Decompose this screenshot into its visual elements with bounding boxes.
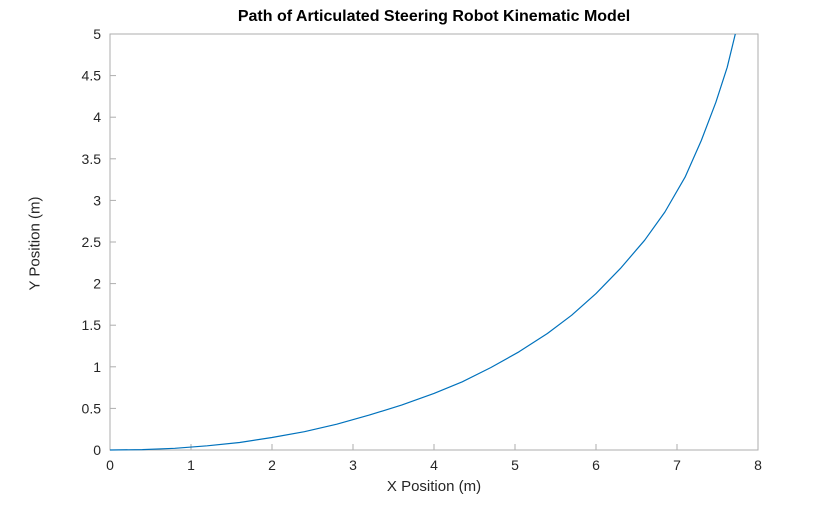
x-tick-label: 4 (430, 457, 438, 473)
chart-title: Path of Articulated Steering Robot Kinem… (237, 8, 631, 25)
x-tick-label: 6 (592, 457, 600, 473)
y-tick-label: 5 (93, 26, 101, 42)
x-axis-label: X Position (m) (386, 478, 482, 495)
y-tick-label: 3.5 (82, 151, 102, 167)
x-tick-label: 5 (511, 457, 519, 473)
axes-box (109, 33, 759, 451)
y-tick-label: 1 (93, 359, 101, 375)
y-tick-label: 1.5 (82, 317, 102, 333)
y-tick-label: 2 (93, 276, 101, 292)
path-line (109, 33, 736, 451)
y-tick-label: 4.5 (82, 68, 102, 84)
x-tick-label: 2 (268, 457, 276, 473)
y-tick-label: 2.5 (82, 234, 102, 250)
x-tick-label: 7 (673, 457, 681, 473)
y-tick-label: 0 (93, 442, 101, 458)
x-tick-label: 3 (349, 457, 357, 473)
y-tick-label: 3 (93, 192, 101, 208)
y-tick-label: 4 (93, 109, 101, 125)
y-tick-label: 0.5 (82, 400, 102, 416)
x-tick-label: 1 (187, 457, 195, 473)
x-tick-label: 8 (754, 457, 762, 473)
x-tick-label: 0 (106, 457, 114, 473)
